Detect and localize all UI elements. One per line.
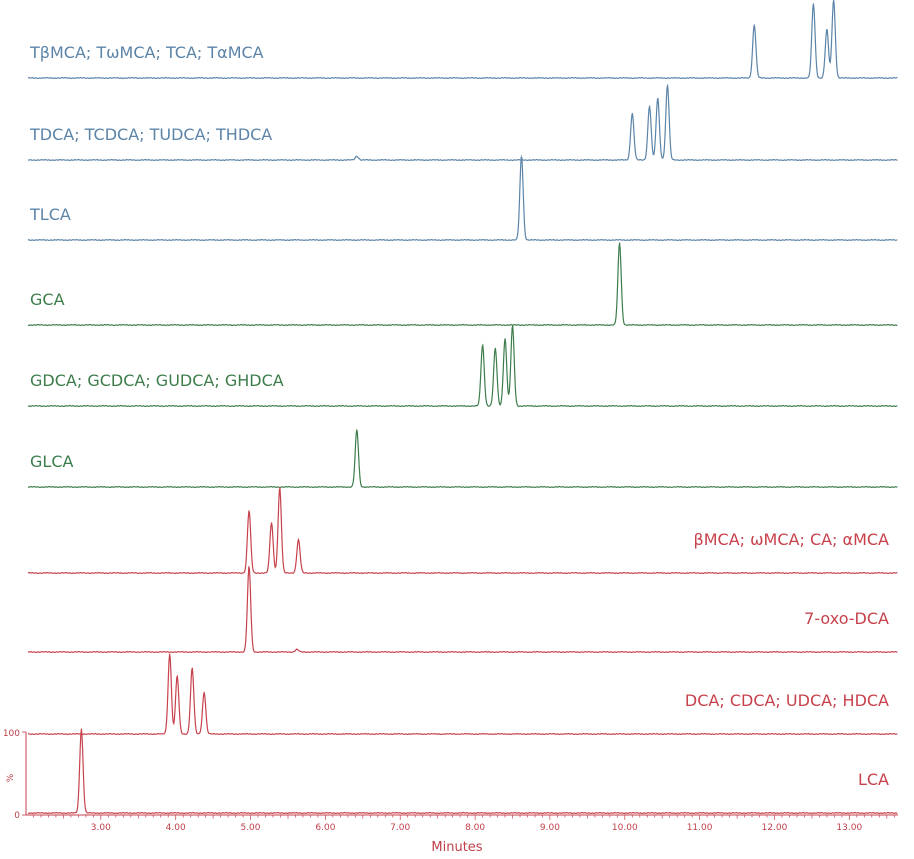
trace-0: TβMCA; TωMCA; TCA; TαMCA — [27, 0, 898, 80]
peak-4-0 — [482, 344, 484, 346]
trace-line-7 — [27, 565, 898, 654]
trace-label-3: GCA — [30, 290, 65, 309]
trace-line-3 — [27, 243, 898, 327]
trace-label-2: TLCA — [29, 205, 71, 224]
peak-1-0 — [356, 155, 358, 157]
peak-2-0 — [520, 155, 523, 157]
traces-group: TβMCA; TωMCA; TCA; TαMCA TDCA; TCDCA; TUD… — [27, 0, 898, 815]
peak-0-3 — [833, 0, 835, 1]
peak-9-0 — [80, 728, 82, 730]
x-tick-label-4: 7.00 — [390, 823, 410, 833]
peak-7-0 — [248, 566, 250, 568]
peak-8-2 — [191, 667, 193, 670]
x-tick-label-7: 10.00 — [612, 823, 638, 833]
x-axis-title: Minutes — [431, 840, 482, 855]
x-tick-label-2: 5.00 — [240, 823, 260, 833]
trace-1: TDCA; TCDCA; TUDCA; THDCA — [27, 84, 898, 162]
peak-1-4 — [666, 84, 669, 86]
trace-line-2 — [27, 156, 898, 242]
peak-4-1 — [494, 347, 496, 349]
peak-0-0 — [753, 24, 755, 26]
trace-label-0: TβMCA; TωMCA; TCA; TαMCA — [29, 43, 264, 62]
peak-4-2 — [504, 338, 506, 340]
peak-4-3 — [511, 325, 514, 327]
peak-7-1 — [296, 648, 298, 651]
x-tick-label-5: 8.00 — [465, 823, 485, 833]
x-tick-label-10: 13.00 — [836, 823, 862, 833]
peak-1-2 — [648, 105, 651, 107]
x-tick-label-6: 9.00 — [540, 823, 560, 833]
peak-8-3 — [203, 691, 205, 694]
trace-label-5: GLCA — [30, 452, 73, 471]
x-tick-label-0: 3.00 — [91, 823, 111, 833]
trace-line-0 — [27, 0, 898, 80]
x-tick-label-8: 11.00 — [687, 823, 713, 833]
trace-label-1: TDCA; TCDCA; TUDCA; THDCA — [29, 125, 272, 144]
trace-label-4: GDCA; GCDCA; GUDCA; GHDCA — [30, 371, 284, 390]
trace-line-6 — [27, 486, 898, 575]
axes-group: 100 0 % Minutes 3.00 4.00 5.00 6.00 7.00 8.00… — [3, 729, 898, 855]
trace-8: DCA; CDCA; UDCA; HDCA — [27, 653, 898, 736]
x-tick-label-3: 6.00 — [315, 823, 335, 833]
trace-line-4 — [27, 325, 898, 408]
trace-line-5 — [27, 429, 898, 489]
peak-5-0 — [356, 429, 358, 431]
trace-label-7: 7-oxo-DCA — [804, 609, 889, 628]
peak-8-0 — [169, 653, 171, 655]
trace-9: LCA — [27, 728, 898, 815]
peak-8-1 — [176, 675, 178, 678]
x-tick-label-1: 4.00 — [166, 823, 186, 833]
peak-3-0 — [619, 242, 621, 244]
y-tick-label-0: 0 — [14, 811, 20, 821]
trace-label-6: βMCA; ωMCA; CA; αMCA — [694, 530, 890, 549]
peak-0-1 — [812, 3, 815, 5]
trace-7: 7-oxo-DCA — [27, 565, 898, 654]
x-tick-label-9: 12.00 — [762, 823, 788, 833]
trace-label-9: LCA — [858, 770, 889, 789]
trace-5: GLCA — [27, 429, 898, 489]
trace-4: GDCA; GCDCA; GUDCA; GHDCA — [27, 325, 898, 408]
peak-6-3 — [297, 539, 300, 541]
trace-line-1 — [27, 85, 898, 162]
trace-line-9 — [27, 729, 898, 815]
y-tick-label-100: 100 — [3, 729, 20, 739]
peak-1-3 — [657, 97, 659, 100]
trace-2: TLCA — [27, 155, 898, 242]
peak-0-2 — [826, 29, 828, 31]
trace-3: GCA — [27, 242, 898, 327]
trace-line-8 — [27, 654, 898, 736]
peak-1-1 — [631, 112, 633, 115]
peak-6-2 — [279, 487, 281, 489]
trace-6: βMCA; ωMCA; CA; αMCA — [27, 486, 898, 575]
peak-6-1 — [270, 522, 273, 524]
peak-6-0 — [248, 510, 250, 512]
trace-label-8: DCA; CDCA; UDCA; HDCA — [685, 691, 889, 710]
y-axis-label: % — [6, 773, 16, 782]
